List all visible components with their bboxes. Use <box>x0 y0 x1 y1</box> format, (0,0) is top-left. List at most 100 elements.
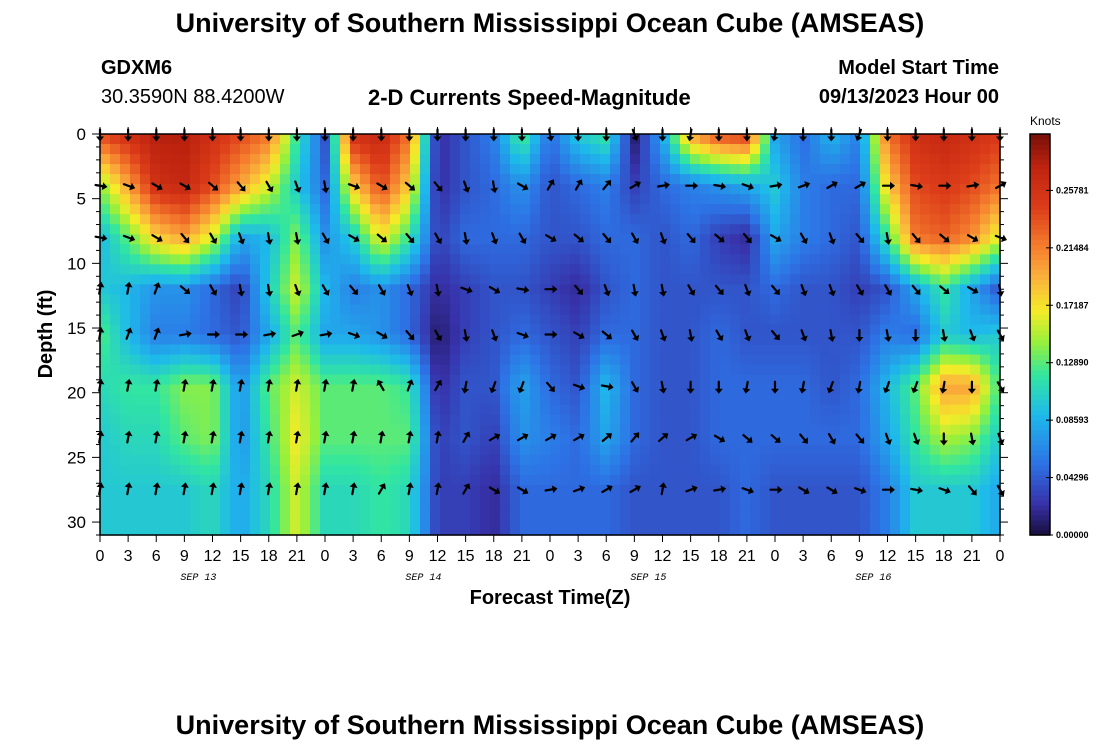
heatmap-cell <box>980 504 991 516</box>
heatmap-cell <box>480 394 491 406</box>
current-arrow <box>180 482 189 496</box>
heatmap-cell <box>710 354 721 366</box>
heatmap-cell <box>410 324 421 336</box>
heatmap-cell <box>400 234 411 245</box>
heatmap-cell <box>240 394 251 406</box>
heatmap-cell <box>170 194 181 205</box>
colorbar-segment <box>1030 319 1050 326</box>
colorbar-segment <box>1030 514 1050 521</box>
heatmap-cell <box>120 194 131 205</box>
heatmap-cell <box>800 264 811 275</box>
heatmap-cell <box>550 204 561 215</box>
heatmap-cell <box>920 184 931 195</box>
heatmap-cell <box>410 394 421 406</box>
heatmap-cell <box>820 424 831 436</box>
heatmap-cell <box>480 294 491 306</box>
heatmap-cell <box>970 194 981 205</box>
heatmap-cell <box>490 374 501 386</box>
heatmap-cell <box>560 374 571 386</box>
x-tick-label: 18 <box>935 548 953 565</box>
heatmap-cell <box>710 144 721 155</box>
heatmap-cell <box>560 434 571 446</box>
heatmap-cell <box>170 414 181 426</box>
heatmap-cell <box>130 174 141 185</box>
heatmap-cell <box>950 314 961 326</box>
heatmap-cell <box>220 134 231 145</box>
heatmap-cell <box>950 194 961 205</box>
heatmap-cell <box>510 314 521 326</box>
heatmap-cell <box>550 354 561 366</box>
heatmap-cell <box>850 494 861 506</box>
heatmap-cell <box>800 214 811 225</box>
heatmap-cell <box>210 204 221 215</box>
heatmap-cell <box>850 524 861 536</box>
heatmap-cell <box>460 404 471 416</box>
heatmap-cell <box>520 294 531 306</box>
heatmap-cell <box>770 454 781 466</box>
heatmap-cell <box>920 244 931 255</box>
heatmap-cell <box>500 354 511 366</box>
heatmap-cell <box>190 164 201 175</box>
heatmap-cell <box>420 434 431 446</box>
heatmap-cell <box>650 464 661 476</box>
heatmap-cell <box>210 334 221 346</box>
heatmap-cell <box>580 214 591 225</box>
heatmap-cell <box>610 484 621 496</box>
heatmap-cell <box>100 424 111 436</box>
heatmap-cell <box>480 314 491 326</box>
heatmap-cell <box>710 294 721 306</box>
heatmap-cell <box>340 184 351 195</box>
heatmap-cell <box>220 234 231 245</box>
heatmap-cell <box>870 504 881 516</box>
heatmap-cell <box>670 244 681 255</box>
heatmap-cell <box>160 314 171 326</box>
heatmap-cell <box>190 404 201 416</box>
colorbar-segment <box>1030 209 1050 215</box>
heatmap-cell <box>360 374 371 386</box>
heatmap-cell <box>790 384 801 396</box>
heatmap-cell <box>780 234 791 245</box>
heatmap-cell <box>520 154 531 165</box>
heatmap-cell <box>740 314 751 326</box>
heatmap-cell <box>610 414 621 426</box>
heatmap-cell <box>750 494 761 506</box>
heatmap-cell <box>960 514 971 526</box>
heatmap-cell <box>740 404 751 416</box>
heatmap-cell <box>280 164 291 175</box>
heatmap-cell <box>770 274 781 285</box>
y-tick-label: 0 <box>77 125 86 144</box>
heatmap-cell <box>890 324 901 336</box>
heatmap-cell <box>800 424 811 436</box>
heatmap-cell <box>640 414 651 426</box>
heatmap-cell <box>680 374 691 386</box>
heatmap-cell <box>110 504 121 516</box>
heatmap-cell <box>810 304 821 316</box>
heatmap-cell <box>820 134 831 145</box>
heatmap-cell <box>390 314 401 326</box>
heatmap-cell <box>800 204 811 215</box>
heatmap-cell <box>460 364 471 376</box>
heatmap-cell <box>400 524 411 536</box>
colorbar-segment <box>1030 409 1050 416</box>
heatmap-cell <box>270 404 281 416</box>
heatmap-cell <box>530 504 541 516</box>
heatmap-cell <box>230 414 241 426</box>
heatmap-cell <box>820 234 831 245</box>
heatmap-cell <box>350 494 361 506</box>
heatmap-cell <box>220 374 231 386</box>
heatmap-cell <box>820 274 831 285</box>
heatmap-cell <box>860 194 871 205</box>
colorbar-segment <box>1030 134 1050 140</box>
heatmap-cell <box>570 144 581 155</box>
heatmap-cell <box>720 264 731 275</box>
heatmap-cell <box>620 334 631 346</box>
current-arrow <box>237 283 245 297</box>
heatmap-cell <box>560 144 571 155</box>
heatmap-cell <box>930 514 941 526</box>
heatmap-cell <box>510 374 521 386</box>
heatmap-cell <box>570 364 581 376</box>
heatmap-cell <box>900 164 911 175</box>
heatmap-cell <box>360 174 371 185</box>
heatmap-cell <box>280 224 291 235</box>
heatmap-cell <box>780 154 791 165</box>
